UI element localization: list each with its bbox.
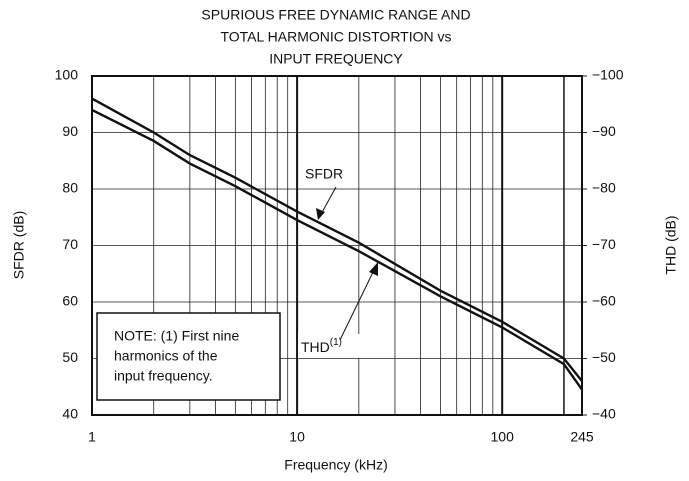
y2-axis-label: THD (dB)	[663, 215, 679, 274]
plot-frame	[91, 75, 583, 416]
x-tick-label: 10	[289, 429, 305, 445]
y2-tick-label: −100	[592, 67, 624, 83]
x-tick-label: 100	[491, 429, 515, 445]
x-axis-label: Frequency (kHz)	[284, 457, 387, 473]
annotation-arrow	[339, 265, 377, 341]
annotation: THD(1)	[301, 337, 342, 355]
series-line	[91, 108, 583, 391]
series-line	[91, 97, 583, 382]
annotation: SFDR	[305, 166, 343, 182]
x-tick-label: 1	[88, 429, 96, 445]
y2-tick-label: −60	[592, 293, 616, 309]
note-text: NOTE: (1) First nine	[114, 328, 239, 344]
y2-tick-label: −70	[592, 236, 616, 252]
arrow-head	[369, 262, 378, 276]
y-tick-label: 100	[55, 67, 79, 83]
y-tick-label: 70	[62, 236, 78, 252]
y2-tick-label: −40	[592, 406, 616, 422]
y-axis-label: SFDR (dB)	[11, 211, 27, 279]
label-bg	[298, 334, 364, 358]
y2-tick-label: −90	[592, 123, 616, 139]
note-text: input frequency.	[114, 368, 213, 384]
y2-tick-label: −50	[592, 349, 616, 365]
y-tick-label: 40	[62, 406, 78, 422]
label-bg	[302, 164, 350, 186]
y-tick-label: 90	[62, 123, 78, 139]
chart-title: TOTAL HARMONIC DISTORTION vs	[220, 29, 451, 45]
y-tick-label: 60	[62, 293, 78, 309]
arrow-head	[316, 208, 325, 220]
note-text: harmonics of the	[114, 348, 218, 364]
x-tick-label: 245	[570, 429, 594, 445]
y-tick-label: 80	[62, 180, 78, 196]
y2-tick-label: −80	[592, 180, 616, 196]
chart-title: SPURIOUS FREE DYNAMIC RANGE AND	[201, 7, 470, 23]
chart-title: INPUT FREQUENCY	[269, 51, 403, 67]
note-box	[96, 312, 281, 401]
annotation-superscript: (1)	[330, 337, 342, 348]
y-tick-label: 50	[62, 349, 78, 365]
annotation-text: THD	[301, 339, 330, 355]
